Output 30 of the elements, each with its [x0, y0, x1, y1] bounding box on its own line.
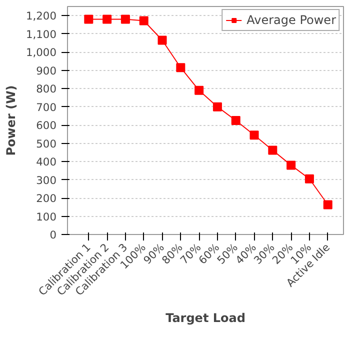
y-tick-label: 400: [36, 156, 57, 169]
point: [139, 16, 148, 26]
point: [102, 14, 112, 24]
point: [176, 63, 186, 72]
y-tick-label: 0: [50, 228, 57, 242]
point: [323, 200, 332, 210]
y-axis-title: Power (W): [4, 85, 18, 156]
point: [231, 116, 240, 125]
y-tick-label: 1,200: [26, 10, 57, 23]
y-tick-label: 600: [36, 119, 57, 132]
y-tick-label: 200: [36, 192, 57, 206]
point: [304, 174, 314, 184]
y-tick-label: 500: [36, 137, 57, 150]
y-tick-label: 900: [36, 64, 57, 78]
x-axis-title: Target Load: [166, 310, 246, 325]
y-tick-label: 700: [36, 100, 57, 114]
y-tick-label: 100: [36, 210, 57, 224]
y-tick-label: 1,000: [26, 46, 57, 60]
y-tick-label: 1,100: [26, 28, 57, 41]
legend-label: Average Power: [246, 13, 336, 27]
y-tick-label: 800: [36, 82, 57, 96]
y-tick-label: 300: [36, 174, 57, 187]
point: [158, 36, 167, 45]
point: [250, 130, 259, 140]
point: [120, 14, 130, 24]
point: [84, 14, 94, 24]
point: [286, 160, 296, 170]
point: [268, 146, 278, 155]
point: [212, 102, 222, 112]
point: [194, 86, 204, 95]
